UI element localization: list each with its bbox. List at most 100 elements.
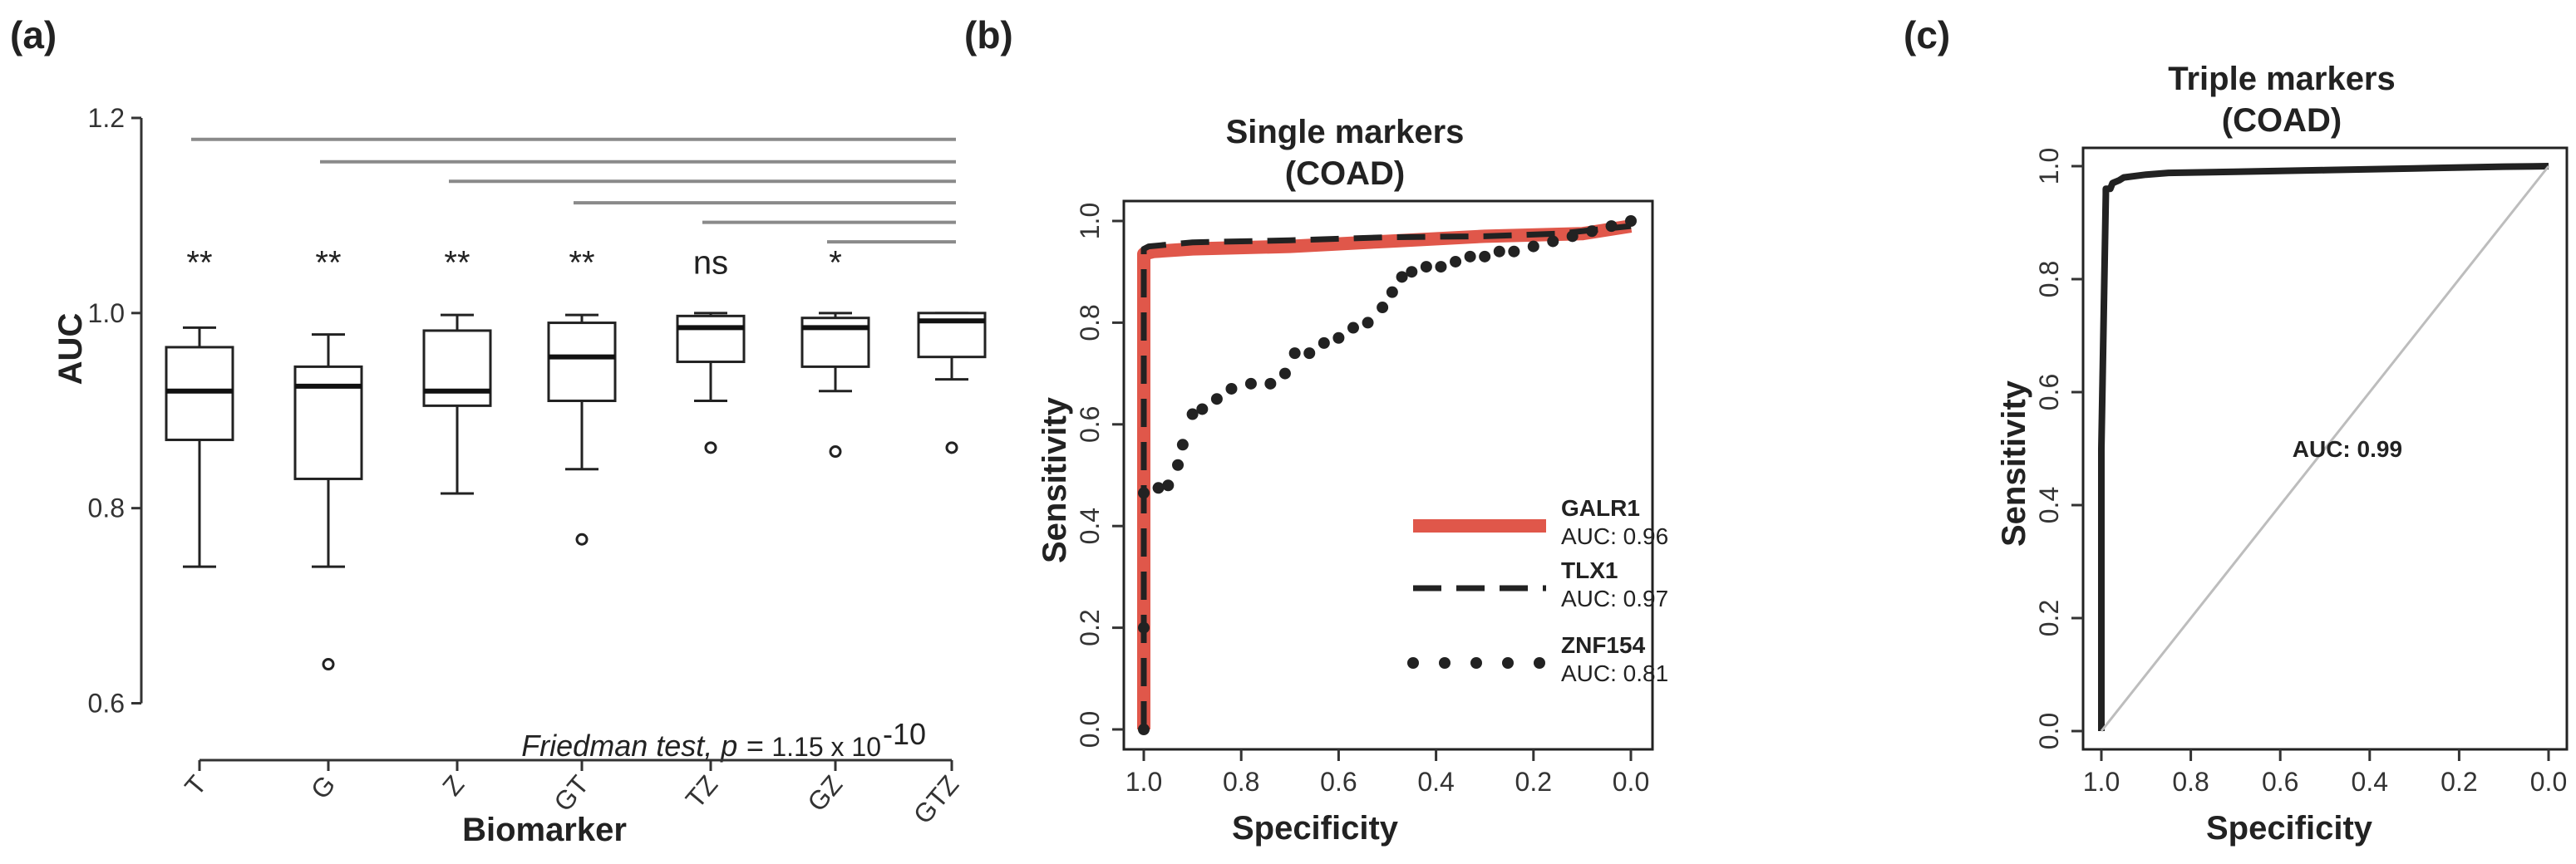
significance-label: ns bbox=[693, 244, 728, 281]
roc-point-znf154 bbox=[1186, 408, 1199, 420]
significance-label: ** bbox=[186, 244, 212, 281]
y-tick-label: 0.4 bbox=[1075, 508, 1105, 544]
box-iqr bbox=[422, 329, 492, 407]
roc-reference-diagonal bbox=[2100, 165, 2550, 732]
roc-point-znf154 bbox=[1586, 225, 1598, 238]
x-tick-label: 0.4 bbox=[1417, 767, 1454, 797]
legend-swatch-znf154-dot bbox=[1502, 657, 1514, 669]
panel-a-y-tick-label: 1.2 bbox=[88, 103, 125, 133]
roc-point-znf154 bbox=[1162, 479, 1175, 492]
roc-point-znf154 bbox=[1566, 230, 1579, 243]
x-tick-label: 1.0 bbox=[2083, 767, 2120, 797]
roc-point-znf154 bbox=[1332, 331, 1345, 344]
significance-label: ** bbox=[569, 244, 594, 281]
roc-point-znf154 bbox=[1138, 621, 1150, 634]
roc-point-znf154 bbox=[1225, 382, 1238, 395]
panel-a-x-axis-title: Biomarker bbox=[462, 812, 627, 848]
panel-c-y-axis-title: Sensitivity bbox=[1996, 380, 2032, 547]
roc-point-znf154 bbox=[1303, 347, 1316, 360]
roc-point-znf154 bbox=[1288, 347, 1301, 360]
roc-point-znf154 bbox=[1244, 377, 1257, 390]
y-tick-label: 0.8 bbox=[2034, 261, 2064, 297]
panel-a-y-tick-label: 1.0 bbox=[88, 298, 125, 328]
panel-b-title-line1: Single markers bbox=[1226, 114, 1465, 150]
box-iqr bbox=[547, 322, 617, 402]
roc-point-znf154 bbox=[1386, 286, 1398, 298]
x-tick-label: 0.2 bbox=[2441, 767, 2477, 797]
roc-point-znf154 bbox=[1527, 240, 1539, 253]
panel-c-auc-label: AUC: 0.99 bbox=[2293, 436, 2402, 462]
y-tick-label: 0.0 bbox=[2034, 713, 2064, 749]
friedman-annotation: Friedman test, p = 1.15 x 10 -10 bbox=[521, 717, 926, 763]
roc-point-znf154 bbox=[1406, 266, 1418, 278]
panel-a-y-tick-label: 0.6 bbox=[88, 689, 125, 719]
box-outlier bbox=[575, 533, 589, 546]
legend-auc-tlx1: AUC: 0.97 bbox=[1561, 586, 1668, 611]
panel-a-x-tick-label: G bbox=[305, 769, 342, 804]
roc-point-znf154 bbox=[1547, 235, 1559, 248]
legend-name-galr1: GALR1 bbox=[1561, 495, 1640, 521]
roc-point-znf154 bbox=[1508, 245, 1520, 258]
legend-auc-galr1: AUC: 0.96 bbox=[1561, 523, 1668, 549]
panel-c-roc-triple: (c) Triple markers (COAD) Sensitivity Sp… bbox=[1904, 13, 2569, 847]
roc-point-znf154 bbox=[1435, 261, 1447, 273]
y-tick-label: 0.2 bbox=[1075, 609, 1105, 646]
plot-frame bbox=[2081, 146, 2569, 751]
x-tick-label: 1.0 bbox=[1125, 767, 1162, 797]
friedman-equals: = bbox=[737, 729, 771, 763]
roc-point-znf154 bbox=[1420, 261, 1432, 273]
roc-point-znf154 bbox=[1210, 393, 1223, 405]
roc-line-tlx1 bbox=[1140, 223, 1632, 729]
box-outlier bbox=[945, 441, 958, 454]
legend-swatch-znf154-dot bbox=[1534, 657, 1545, 669]
roc-line-triple bbox=[2098, 163, 2549, 731]
panel-a-label: (a) bbox=[10, 13, 57, 56]
panel-a-y-tick-label: 0.8 bbox=[88, 493, 125, 523]
roc-point-znf154 bbox=[1625, 215, 1637, 227]
box-iqr bbox=[676, 314, 746, 364]
friedman-value: 1.15 x 10 bbox=[771, 732, 881, 762]
box-outlier bbox=[322, 658, 335, 671]
panel-c-x-axis-title: Specificity bbox=[2206, 810, 2373, 847]
roc-point-znf154 bbox=[1450, 255, 1462, 268]
y-tick-label: 0.0 bbox=[1075, 711, 1105, 748]
legend-swatch-znf154-dot bbox=[1470, 657, 1482, 669]
y-tick-label: 0.2 bbox=[2034, 600, 2064, 636]
roc-point-znf154 bbox=[1318, 336, 1330, 349]
roc-point-znf154 bbox=[1152, 482, 1165, 494]
box-outlier bbox=[704, 441, 717, 454]
y-tick-label: 1.0 bbox=[1075, 203, 1105, 239]
x-tick-label: 0.0 bbox=[1613, 767, 1649, 797]
friedman-p: p bbox=[720, 729, 737, 763]
panel-a-x-tick-label: GT bbox=[548, 769, 594, 817]
y-tick-label: 1.0 bbox=[2034, 148, 2064, 184]
roc-point-znf154 bbox=[1138, 724, 1150, 735]
box-outlier bbox=[829, 445, 842, 459]
panel-a-x-tick-label: Z bbox=[436, 769, 470, 801]
panel-b-x-axis-title: Specificity bbox=[1232, 810, 1399, 847]
panel-a-x-tick-label: GZ bbox=[801, 769, 848, 817]
panel-a-y-axis-title: AUC bbox=[52, 313, 89, 385]
significance-label: ** bbox=[444, 244, 470, 281]
roc-point-znf154 bbox=[1362, 317, 1374, 329]
legend-swatch-znf154-dot bbox=[1407, 657, 1419, 669]
y-tick-label: 0.6 bbox=[2034, 374, 2064, 410]
y-tick-label: 0.8 bbox=[1075, 304, 1105, 341]
significance-label: ** bbox=[315, 244, 341, 281]
friedman-prefix: Friedman test, bbox=[521, 729, 721, 763]
roc-point-znf154 bbox=[1377, 302, 1389, 314]
legend-name-tlx1: TLX1 bbox=[1561, 557, 1618, 583]
roc-line-galr1 bbox=[1137, 219, 1633, 729]
x-tick-label: 0.8 bbox=[2172, 767, 2209, 797]
y-tick-label: 0.4 bbox=[2034, 487, 2064, 523]
panel-a-x-tick-label: GTZ bbox=[908, 769, 965, 829]
roc-point-znf154 bbox=[1172, 459, 1185, 471]
roc-point-znf154 bbox=[1347, 322, 1359, 334]
panel-c-title-line2: (COAD) bbox=[2222, 102, 2342, 139]
roc-point-znf154 bbox=[1196, 403, 1209, 415]
y-tick-label: 0.6 bbox=[1075, 406, 1105, 443]
panel-a-boxplot: (a) AUC Biomarker Friedman test, p = 1.1… bbox=[10, 13, 987, 848]
panel-a-x-tick-label: T bbox=[179, 769, 212, 801]
box-iqr bbox=[293, 365, 363, 480]
